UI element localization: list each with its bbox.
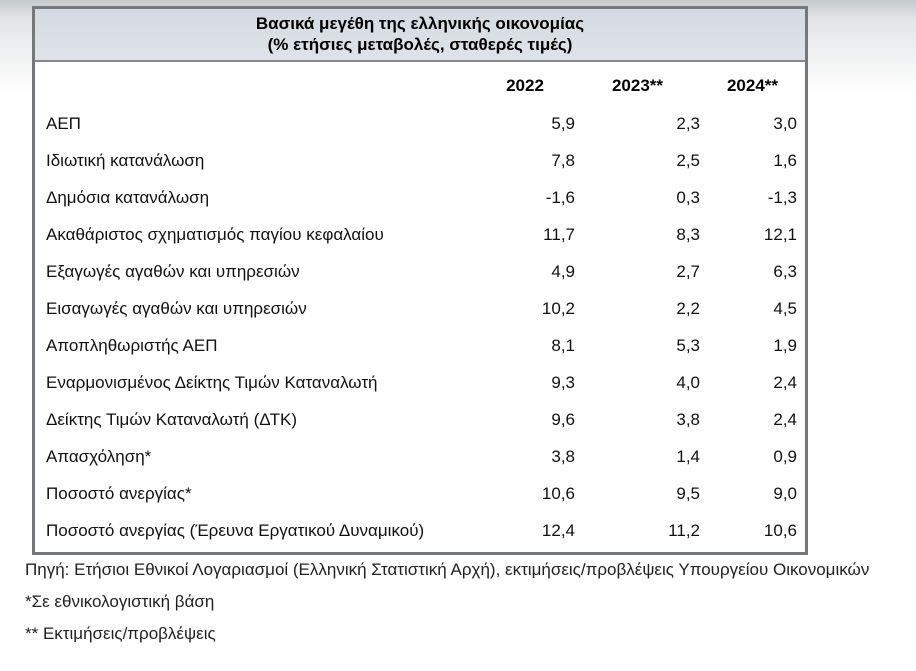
table-header-row: 2022 2023** 2024**: [35, 62, 805, 105]
table-row: Αποπληθωριστής ΑΕΠ 8,1 5,3 1,9: [35, 327, 805, 364]
table-body: ΑΕΠ 5,9 2,3 3,0 Ιδιωτική κατανάλωση 7,8 2,5 1,6…: [35, 105, 805, 552]
row-label: Εξαγωγές αγαθών και υπηρεσιών: [46, 261, 300, 281]
row-label: Δημόσια κατανάλωση: [46, 187, 210, 207]
data-table: 2022 2023** 2024** ΑΕΠ 5,9 2,3 3,0 Ιδιωτική …: [35, 62, 805, 552]
value-2023: 1,4: [676, 446, 700, 466]
row-label: Απασχόληση*: [46, 446, 152, 466]
value-2024: 10,6: [763, 520, 797, 540]
estimates-note: ** Εκτιμήσεις/προβλέψεις: [25, 624, 216, 643]
header-empty-cell: [35, 62, 475, 105]
value-2023: 11,2: [668, 520, 700, 540]
row-label: Ποσοστό ανεργίας (Έρευνα Εργατικού Δυναμ…: [46, 520, 425, 540]
table-row: ΑΕΠ 5,9 2,3 3,0: [35, 105, 805, 142]
value-2022: -1,6: [545, 187, 575, 207]
table-row: Εισαγωγές αγαθών και υπηρεσιών 10,2 2,2 4,5: [35, 290, 805, 327]
table-row: Εξαγωγές αγαθών και υπηρεσιών 4,9 2,7 6,3: [35, 253, 805, 290]
value-2022: 11,7: [543, 224, 575, 244]
value-2024: 9,0: [773, 483, 797, 503]
value-2022: 9,3: [551, 372, 575, 392]
value-2023: 2,7: [676, 261, 700, 281]
table-title-line2: (% ετήσιες μεταβολές, σταθερές τιμές): [267, 35, 573, 54]
table-title: Βασικά μεγέθη της ελληνικής οικονομίας (…: [35, 9, 805, 62]
national-accounts-note: *Σε εθνικολογιστική βάση: [25, 592, 215, 611]
value-2024: 2,4: [773, 372, 797, 392]
table-row: Εναρμονισμένος Δείκτης Τιμών Καταναλωτή 9…: [35, 364, 805, 401]
value-2022: 5,9: [551, 113, 575, 133]
value-2024: 12,1: [763, 224, 797, 244]
value-2024: -1,3: [767, 187, 797, 207]
header-year-2023: 2023**: [611, 76, 664, 95]
value-2023: 3,8: [676, 409, 700, 429]
value-2023: 2,3: [676, 113, 700, 133]
value-2024: 4,5: [773, 298, 797, 318]
table-row: Δείκτης Τιμών Καταναλωτή (ΔΤΚ) 9,6 3,8 2,4: [35, 401, 805, 438]
table-row: Ακαθάριστος σχηματισμός παγίου κεφαλαίου…: [35, 216, 805, 253]
value-2023: 5,3: [676, 335, 700, 355]
value-2024: 1,9: [773, 335, 797, 355]
value-2022: 8,1: [551, 335, 575, 355]
value-2023: 2,2: [676, 298, 700, 318]
value-2024: 2,4: [773, 409, 797, 429]
value-2022: 7,8: [551, 150, 575, 170]
row-label: Αποπληθωριστής ΑΕΠ: [46, 335, 218, 355]
table-row: Δημόσια κατανάλωση -1,6 0,3 -1,3: [35, 179, 805, 216]
footnotes: Πηγή: Ετήσιοι Εθνικοί Λογαριασμοί (Ελλην…: [25, 559, 891, 644]
table-row: Ποσοστό ανεργίας* 10,6 9,5 9,0: [35, 475, 805, 512]
value-2024: 1,6: [773, 150, 797, 170]
header-year-2022: 2022: [506, 76, 544, 95]
header-year-2024: 2024**: [726, 76, 779, 95]
row-label: Ιδιωτική κατανάλωση: [46, 150, 205, 170]
value-2024: 0,9: [773, 446, 797, 466]
value-2023: 0,3: [676, 187, 700, 207]
row-label: Ακαθάριστος σχηματισμός παγίου κεφαλαίου: [46, 224, 384, 244]
value-2024: 6,3: [773, 261, 797, 281]
value-2022: 9,6: [551, 409, 575, 429]
value-2023: 9,5: [676, 483, 700, 503]
economy-indicators-table: Βασικά μεγέθη της ελληνικής οικονομίας (…: [32, 6, 808, 555]
source-note: Πηγή: Ετήσιοι Εθνικοί Λογαριασμοί (Ελλην…: [25, 560, 870, 579]
table-title-line1: Βασικά μεγέθη της ελληνικής οικονομίας: [255, 14, 585, 33]
value-2022: 4,9: [551, 261, 575, 281]
row-label: Εισαγωγές αγαθών και υπηρεσιών: [46, 298, 307, 318]
row-label: Ποσοστό ανεργίας*: [46, 483, 192, 503]
row-label: ΑΕΠ: [46, 113, 81, 133]
table-row: Ιδιωτική κατανάλωση 7,8 2,5 1,6: [35, 142, 805, 179]
table-row: Ποσοστό ανεργίας (Έρευνα Εργατικού Δυναμ…: [35, 512, 805, 552]
value-2023: 4,0: [676, 372, 700, 392]
value-2022: 12,4: [541, 520, 575, 540]
value-2022: 10,2: [541, 298, 575, 318]
row-label: Δείκτης Τιμών Καταναλωτή (ΔΤΚ): [46, 409, 297, 429]
value-2023: 2,5: [676, 150, 700, 170]
value-2023: 8,3: [676, 224, 700, 244]
table-row: Απασχόληση* 3,8 1,4 0,9: [35, 438, 805, 475]
value-2024: 3,0: [773, 113, 797, 133]
value-2022: 3,8: [551, 446, 575, 466]
value-2022: 10,6: [541, 483, 575, 503]
row-label: Εναρμονισμένος Δείκτης Τιμών Καταναλωτή: [46, 372, 378, 392]
